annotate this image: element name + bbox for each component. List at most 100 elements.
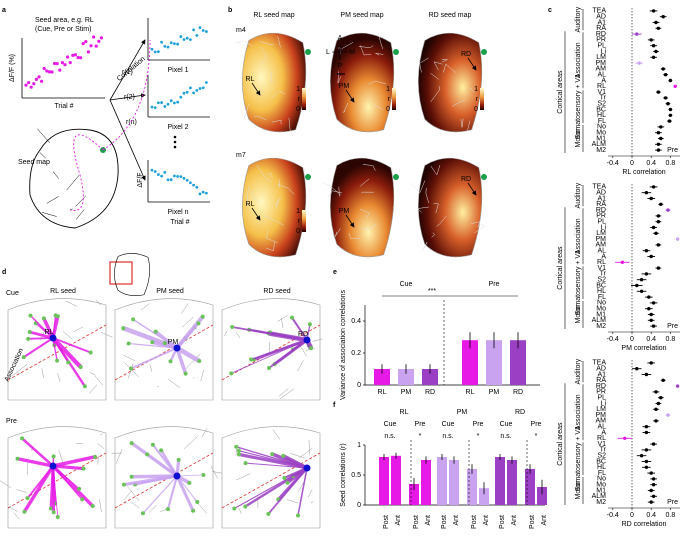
area-dot [141,511,145,515]
dot [659,137,662,140]
y-tick-label: 0.5 [351,472,361,479]
seed-title: RL seed [50,288,76,295]
label: RL [246,76,255,83]
dot [638,61,641,64]
dot [676,237,679,240]
area-border [76,210,84,220]
dot [652,185,655,188]
area-border [53,171,59,178]
brain-half [115,299,213,400]
x-tick-label: Ant [453,515,460,526]
label: Pixel n [167,209,188,216]
x-tick-label: Ant [541,515,548,526]
dot [657,27,660,30]
group-label: Cue [400,281,413,288]
x-tick-label: 0.4 [646,160,656,167]
area-dot [91,504,95,508]
illustrative-dot [179,35,182,38]
illustrative-dot [205,192,208,195]
dot [635,367,638,370]
y-tick-label: 0 [357,502,361,509]
colorbar [480,88,484,110]
y-tick-label: 0.4 [351,318,361,325]
phase-label: Pre [473,421,484,428]
illustrative-dot [97,40,100,43]
dot [650,313,653,316]
area-dot [52,454,56,458]
area-dot [55,359,59,363]
group-label: RD [515,409,525,416]
x-tick-label: RL [378,389,387,396]
brain-half [222,299,320,400]
group-label: Cortical areas [557,246,564,290]
illustrative-dot [202,29,205,32]
area-dot [237,452,241,456]
seed-map [418,33,482,132]
bar [421,460,431,505]
bar [495,457,505,505]
dot [657,90,660,93]
x-tick-label: 0 [630,512,634,519]
phase-label: Pre [531,421,542,428]
illustrative-dot [186,37,189,40]
area-dot [249,358,253,362]
label: 0 [474,106,478,113]
panel-label: f [333,402,336,409]
illustrative-dot [87,50,90,53]
panel-label: d [2,269,6,276]
group-label: Motor [575,129,582,148]
phase-label: Cue [442,421,455,428]
illustrative-dot [82,42,85,45]
x-tick-label: Ant [425,515,432,526]
dot [635,284,638,287]
x-tick-label: RD [513,389,523,396]
dot [659,396,662,399]
area-dot [22,510,26,514]
dot [676,384,679,387]
x-tick-label: 0.4 [646,336,656,343]
area-dot [150,340,154,344]
group-label: PM [457,409,468,416]
dot [650,489,653,492]
significance: n.s. [442,433,453,440]
area-dot [201,473,205,477]
area-dot [196,321,200,325]
area-dot [89,350,93,354]
seed-name: RD [298,331,308,338]
area-dot [184,372,188,376]
area-dot [168,359,172,363]
label: PM seed map [340,12,383,19]
label: L [326,49,330,56]
dot [657,402,660,405]
illustrative-dot [37,75,40,78]
area-dot [290,316,294,320]
dot [659,125,662,128]
dot [652,324,655,327]
label: 1 [296,86,300,93]
illustrative-dot [163,105,166,108]
y-axis-label: Seed correlations (r) [340,443,347,506]
dot [657,143,660,146]
illustrative-dot [66,55,69,58]
area-dot [130,475,134,479]
phase-label: Cue [384,421,397,428]
dot [657,131,660,134]
area-border [40,152,46,158]
illustrative-dot [154,106,157,109]
illustrative-dot [170,41,173,44]
connection [132,476,177,477]
area-dot [80,497,84,501]
area-dot [266,512,270,516]
area-border [67,175,79,190]
area-dot [93,455,97,459]
group-label: Motor [575,481,582,500]
dot [623,437,626,440]
inset-box [110,262,132,284]
illustrative-dot [186,91,189,94]
label: Trial # [170,219,189,226]
illustrative-dot [199,192,202,195]
x-tick-label: Ant [511,515,518,526]
dot [657,243,660,246]
illustrative-dot [151,48,154,51]
illustrative-dot [35,78,38,81]
